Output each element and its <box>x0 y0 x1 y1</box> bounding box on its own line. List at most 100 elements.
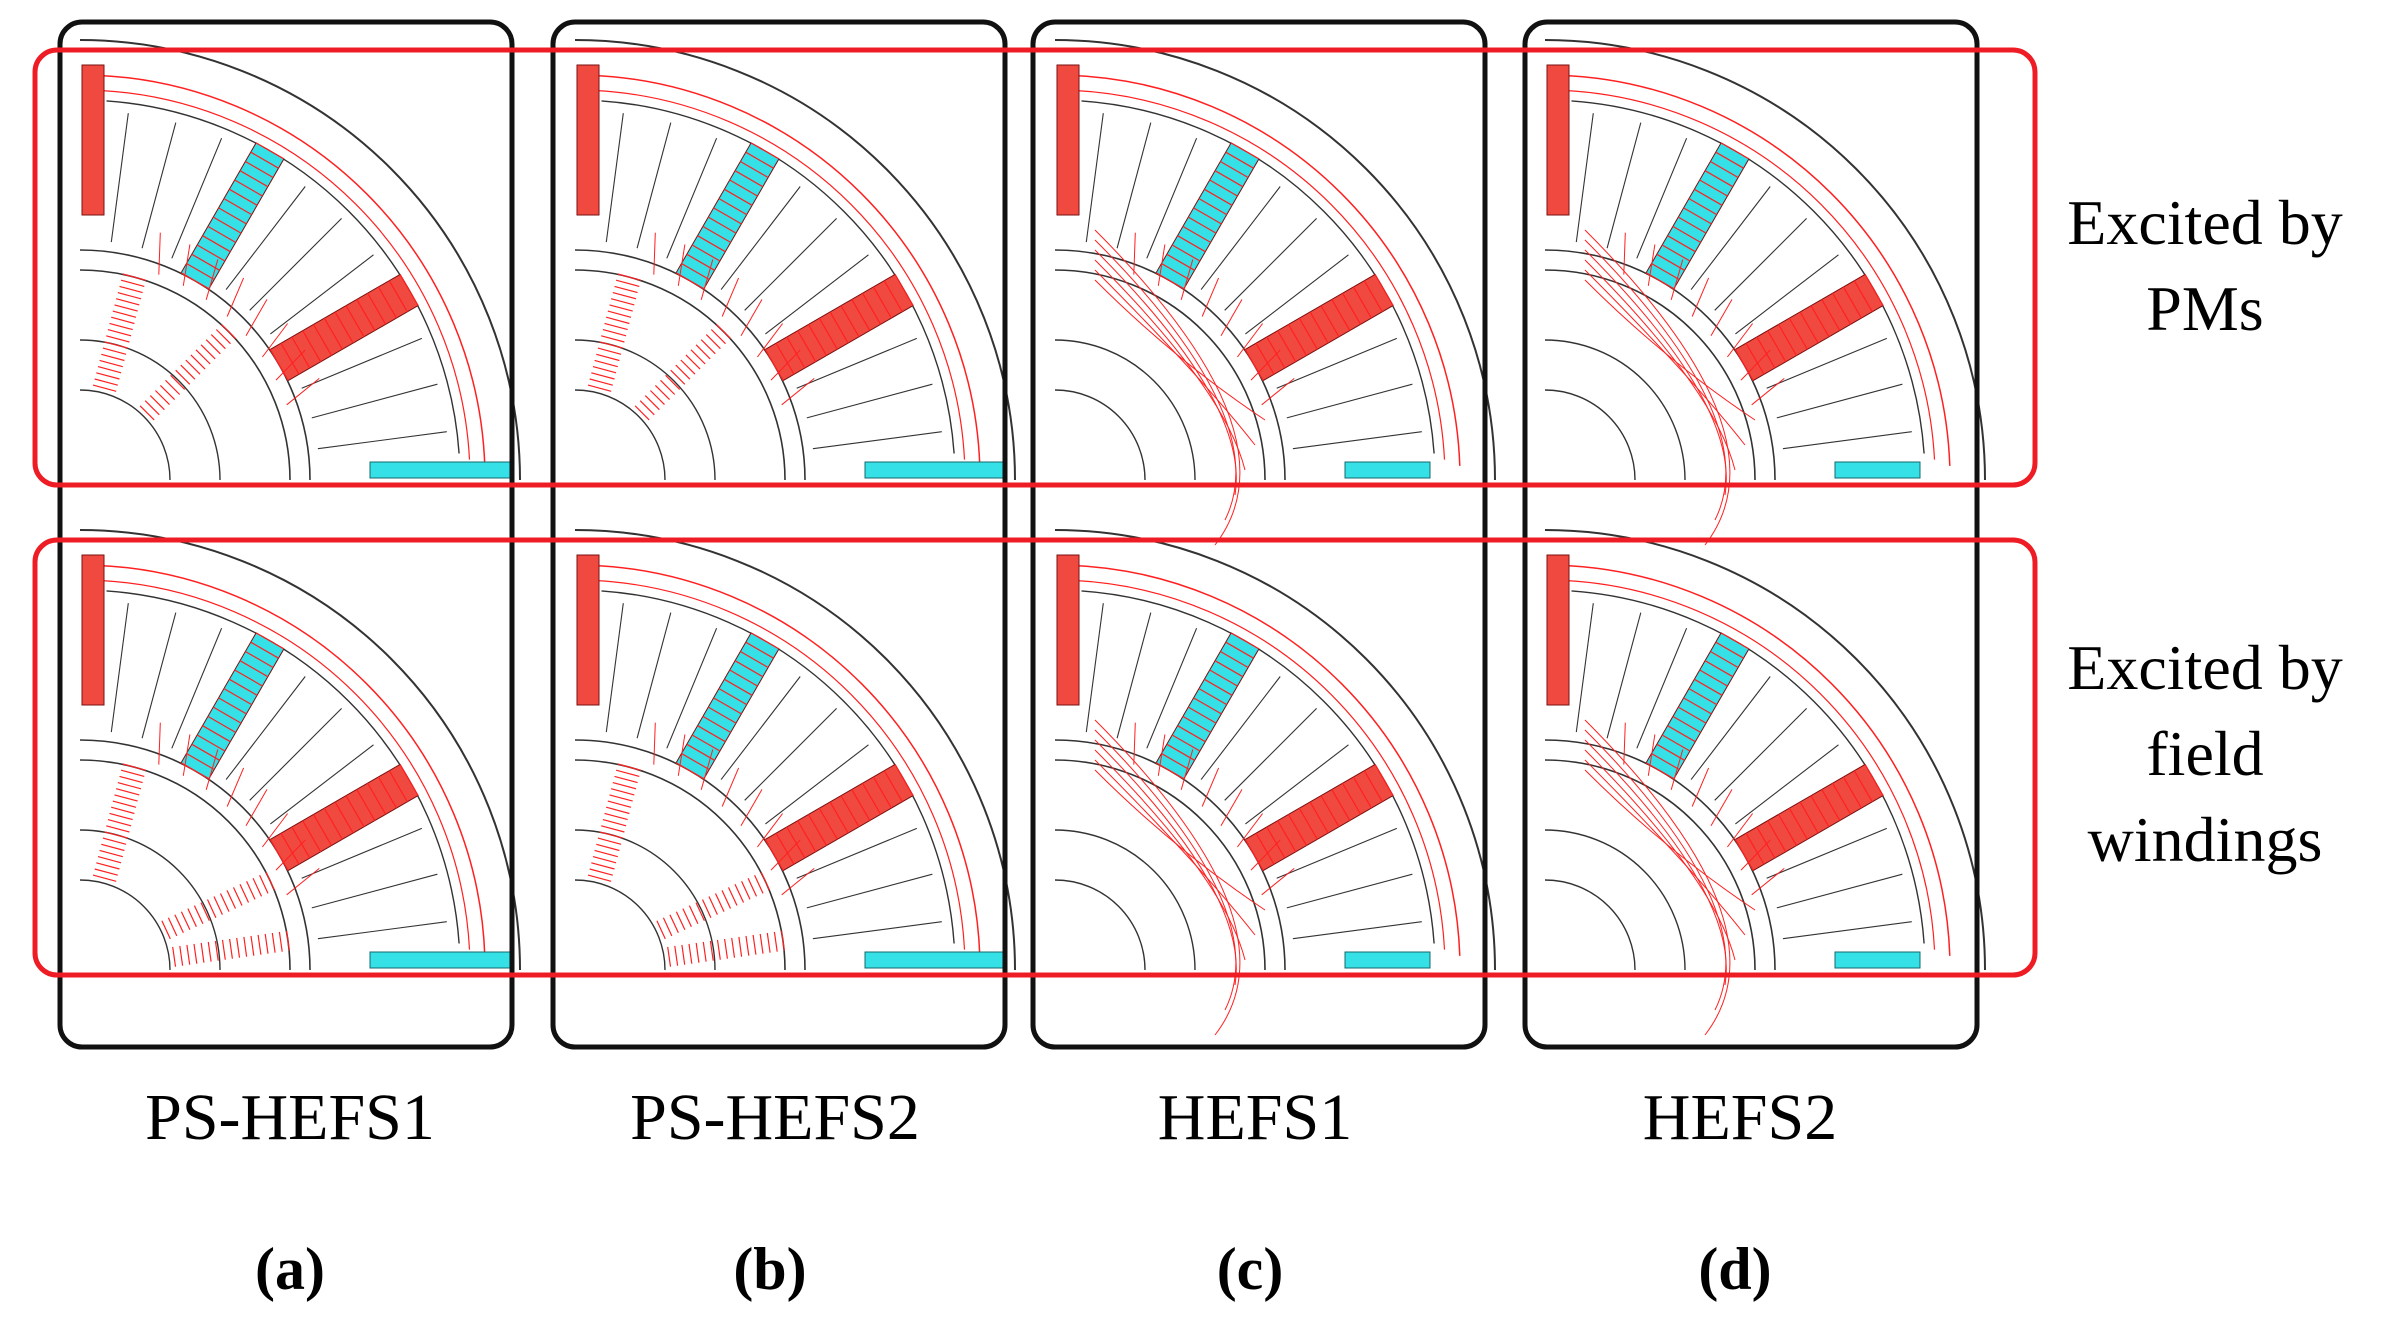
panel-b-pm-flux-outer-2 <box>595 89 966 460</box>
panel-d-pm-fringing-flux <box>1584 229 1756 546</box>
panel-c-field-fringing-flux <box>1094 719 1266 1036</box>
panel-d-pm-rotor-inner <box>1544 339 1686 481</box>
panel-b-field-flux-outer-1 <box>589 564 981 956</box>
column-frame-c <box>1030 19 1488 1050</box>
panel-b-pm-rotor-flux-75deg <box>587 273 642 392</box>
subfigure-tag-d: (d) <box>1698 1236 1772 1302</box>
panel-d-pm-flux-outer-2 <box>1565 89 1936 460</box>
panel-c-field-left-winding <box>1056 554 1080 706</box>
panel-c-pm <box>1054 39 1496 546</box>
column-caption-c: HEFS1 <box>1157 1081 1353 1154</box>
panel-c-pm-flux-outer-2 <box>1075 89 1446 460</box>
panel-c-pm-stator-yoke <box>1081 100 1435 454</box>
row-label-field: Excited by field windings <box>2030 625 2380 883</box>
panel-b-field-rotor-flux-75deg <box>587 763 642 882</box>
panel-a-field-stator-yoke <box>106 590 460 944</box>
panel-a-field-flux-outer-2 <box>100 579 471 950</box>
panel-c-pm-left-winding <box>1056 64 1080 216</box>
panel-a-field-flux-winding-30deg <box>269 764 419 871</box>
panel-b-field <box>574 529 1016 971</box>
panel-c-pm-shaft <box>1054 389 1146 481</box>
panel-d-pm-stator-yoke <box>1571 100 1925 454</box>
panel-a-field <box>79 529 521 971</box>
column-frame-b <box>550 19 1008 1050</box>
panel-d-field-flux-outer-2 <box>1565 579 1936 950</box>
row-label-pm: Excited by PMs <box>2035 180 2375 352</box>
panel-b-field-airgap-flux <box>653 722 815 896</box>
row-label-field-line-1: Excited by <box>2067 632 2343 703</box>
panel-b-pm-shaft <box>574 389 666 481</box>
panel-b-field-shaft <box>574 879 666 971</box>
panel-b-pm-flux-outer-1 <box>589 74 981 466</box>
panel-d-field-bottom-magnet <box>1834 951 1921 969</box>
panel-d-pm-shaft <box>1544 389 1636 481</box>
panel-a-pm-flux-winding-30deg <box>269 274 419 381</box>
row-label-pm-line-2: PMs <box>2146 273 2264 344</box>
panel-c-field-rotor-inner <box>1054 829 1196 971</box>
panel-c-pm-airgap-inner <box>1054 269 1266 481</box>
panel-d-field-rotor-inner <box>1544 829 1686 971</box>
panel-d-field-fringing-flux <box>1584 719 1756 1036</box>
panel-b-pm-stator-yoke <box>601 100 955 454</box>
panel-d-field-airgap-flux <box>1623 722 1785 896</box>
panel-d-pm-airgap-outer <box>1544 249 1776 481</box>
panel-d-field-shaft <box>1544 879 1636 971</box>
panel-a-pm-rotor-flux-mid <box>139 323 237 421</box>
panel-c-pm-flux-outer-1 <box>1069 74 1461 466</box>
panel-b-field-bottom-magnet <box>864 951 1006 969</box>
panel-d-field-airgap-inner <box>1544 759 1756 971</box>
panel-c-pm-bottom-magnet <box>1344 461 1431 479</box>
panel-a-field-shaft <box>79 879 171 971</box>
row-label-pm-line-1: Excited by <box>2067 187 2343 258</box>
column-frame-d <box>1522 19 1980 1050</box>
column-caption-b: PS-HEFS2 <box>630 1081 920 1154</box>
panel-c-field-shaft <box>1054 879 1146 971</box>
panel-d-field <box>1544 529 1986 1036</box>
frames <box>32 19 2038 1050</box>
panel-b-pm-airgap-flux <box>653 232 815 406</box>
panel-b-field-flux-winding-30deg <box>764 764 914 871</box>
subfigure-tag-c: (c) <box>1216 1236 1284 1302</box>
panel-b-pm-flux-winding-30deg <box>764 274 914 381</box>
panel-a-pm-stator-yoke <box>106 100 460 454</box>
panel-a-pm-rotor-flux-75deg <box>92 273 147 392</box>
panel-c-field-flux-outer-1 <box>1069 564 1461 956</box>
panel-a-pm-flux-outer-1 <box>94 74 486 466</box>
panel-c-field <box>1054 529 1496 1036</box>
panel-d-field-stator-yoke <box>1571 590 1925 944</box>
column-frame-a <box>57 19 515 1050</box>
subfigure-tag-b: (b) <box>733 1236 807 1302</box>
panel-b-pm <box>574 39 1016 481</box>
row-label-field-line-2: field <box>2146 718 2264 789</box>
panel-b-field-airgap-outer <box>574 739 806 971</box>
panel-d-pm-airgap-flux <box>1623 232 1785 406</box>
panel-a-field-airgap-flux <box>158 722 320 896</box>
panel-d-pm-bottom-magnet <box>1834 461 1921 479</box>
subfigure-tag-a: (a) <box>255 1236 325 1302</box>
panel-c-field-flux-pm-60deg <box>1155 632 1260 780</box>
column-caption-a: PS-HEFS1 <box>145 1081 435 1154</box>
panel-d-pm-flux-outer-1 <box>1559 74 1951 466</box>
panel-a-pm-flux-pm-60deg <box>180 142 285 290</box>
panel-d-field-flux-pm-60deg <box>1645 632 1750 780</box>
panel-c-field-stator-yoke <box>1081 590 1435 944</box>
panel-c-field-flux-winding-30deg <box>1244 764 1394 871</box>
panel-c-pm-flux-pm-60deg <box>1155 142 1260 290</box>
panel-b-field-stator-yoke <box>601 590 955 944</box>
panel-a-pm <box>79 39 521 481</box>
panel-d-field-flux-outer-1 <box>1559 564 1951 956</box>
panel-a-pm-bottom-magnet <box>369 461 511 479</box>
panel-a-field-rotor-flux-8deg <box>172 930 290 967</box>
panel-b-field-flux-outer-2 <box>595 579 966 950</box>
panel-b-pm-airgap-outer <box>574 249 806 481</box>
panel-c-field-airgap-flux <box>1133 722 1295 896</box>
panel-c-pm-airgap-flux <box>1133 232 1295 406</box>
panel-c-pm-fringing-flux <box>1094 229 1266 546</box>
panel-a-pm-shaft <box>79 389 171 481</box>
panel-b-pm-flux-pm-60deg <box>675 142 780 290</box>
panel-c-pm-airgap-outer <box>1054 249 1286 481</box>
panel-d-pm-flux-winding-30deg <box>1734 274 1884 381</box>
panel-b-field-rotor-flux-8deg <box>667 930 785 967</box>
